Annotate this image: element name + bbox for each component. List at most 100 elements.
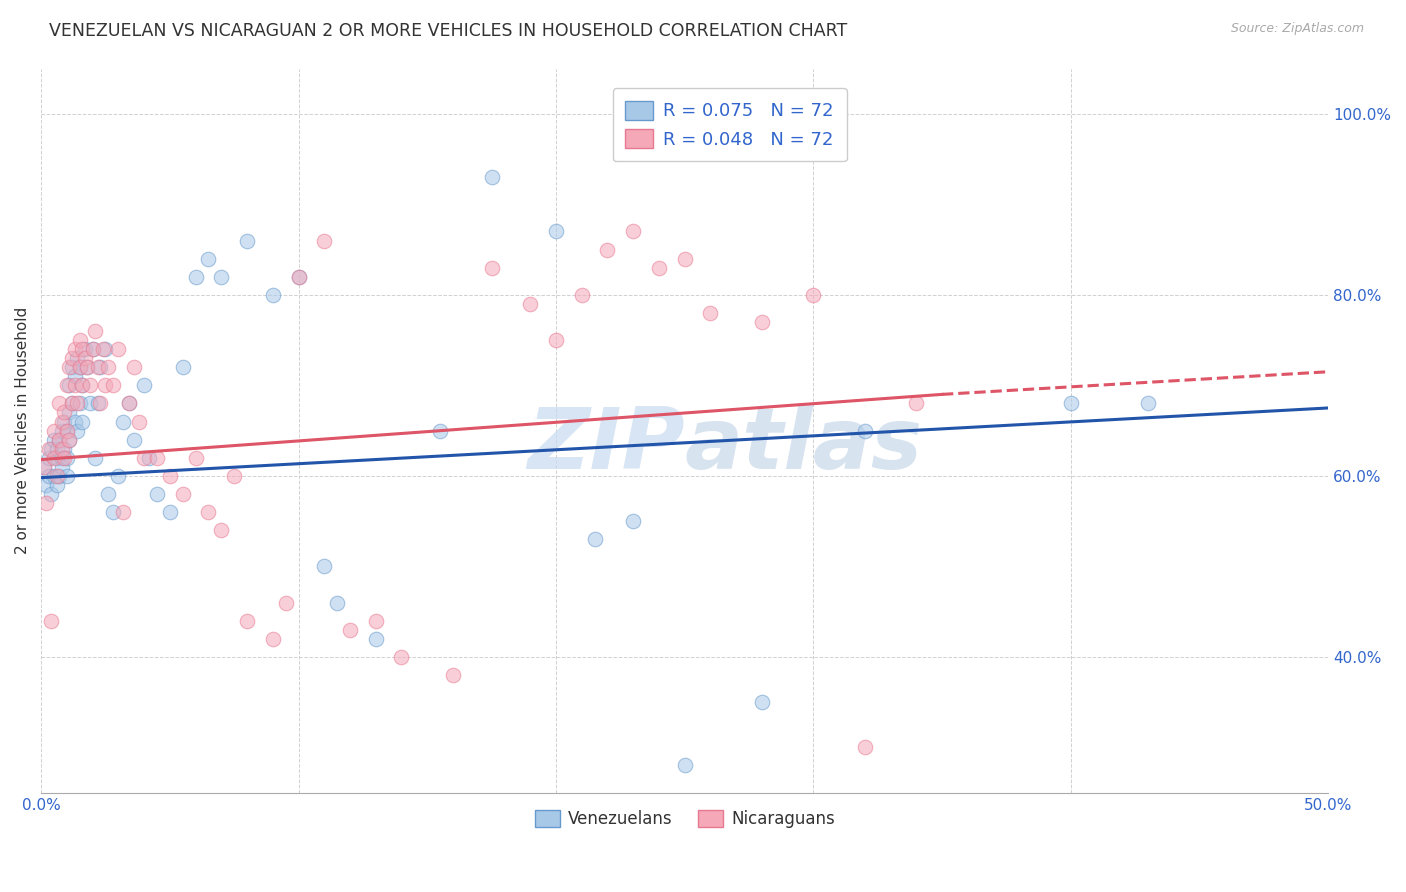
Point (673, 252, 696, 266)
Legend: Venezuelans, Nicaraguans: Venezuelans, Nicaraguans (527, 804, 841, 835)
Point (69, 360, 91, 375)
Point (72, 378, 94, 392)
Point (209, 523, 232, 537)
Point (42, 433, 65, 447)
Point (60, 396, 83, 410)
Point (84, 450, 107, 465)
Point (42, 424, 65, 438)
Point (72, 415, 94, 429)
Point (53, 405, 76, 419)
Point (45, 468, 67, 483)
Point (94, 342, 117, 356)
Point (53, 442, 76, 456)
Point (112, 415, 135, 429)
Point (801, 288, 824, 302)
Point (58, 360, 80, 375)
Point (132, 450, 155, 465)
Point (481, 170, 503, 185)
Point (56, 450, 79, 465)
Point (41, 487, 63, 501)
Point (107, 342, 129, 356)
Point (429, 424, 451, 438)
Point (58, 405, 80, 419)
Point (184, 269, 207, 284)
Point (60, 396, 83, 410)
Point (138, 450, 160, 465)
Point (76, 360, 98, 375)
Point (107, 468, 129, 483)
Point (364, 632, 387, 646)
Point (112, 505, 135, 519)
Point (82, 342, 104, 356)
Point (364, 614, 387, 628)
Point (262, 288, 284, 302)
Point (66, 396, 89, 410)
Point (314, 234, 336, 248)
Point (69, 396, 91, 410)
Point (314, 559, 336, 574)
Point (87, 360, 110, 375)
Point (339, 623, 361, 637)
Point (621, 514, 644, 528)
Point (481, 260, 503, 275)
Point (89, 396, 111, 410)
Point (621, 224, 644, 238)
Point (51, 415, 73, 429)
Point (274, 596, 297, 610)
Point (236, 234, 259, 248)
Point (48, 433, 70, 447)
Point (583, 532, 606, 546)
Point (60, 351, 83, 366)
Text: ZIP: ZIP (527, 403, 685, 486)
Point (56, 378, 79, 392)
Point (56, 424, 79, 438)
Point (38, 468, 60, 483)
Point (60, 360, 83, 375)
Point (84, 324, 107, 338)
Point (184, 450, 207, 465)
Point (45, 442, 67, 456)
Point (63, 378, 86, 392)
Point (544, 224, 567, 238)
Point (76, 360, 98, 375)
Point (42, 450, 65, 465)
Point (596, 243, 619, 257)
Point (236, 614, 259, 628)
Point (63, 342, 86, 356)
Point (287, 269, 309, 284)
Point (56, 468, 79, 483)
Point (751, 695, 773, 709)
Point (35, 496, 58, 510)
Point (1136, 396, 1159, 410)
Point (51, 450, 73, 465)
Point (673, 758, 696, 772)
Point (58, 378, 80, 392)
Point (79, 378, 101, 392)
Point (103, 505, 125, 519)
Point (905, 396, 928, 410)
Point (197, 505, 219, 519)
Point (1060, 396, 1083, 410)
Point (87, 396, 110, 410)
Point (66, 351, 89, 366)
Point (648, 260, 671, 275)
Point (48, 468, 70, 483)
Point (51, 424, 73, 438)
Point (51, 442, 73, 456)
Point (53, 450, 76, 465)
Point (53, 415, 76, 429)
Point (38, 442, 60, 456)
Point (172, 360, 194, 375)
Point (72, 342, 94, 356)
Point (262, 632, 284, 646)
Point (117, 396, 139, 410)
Point (287, 269, 309, 284)
Point (97, 360, 120, 375)
Point (117, 396, 139, 410)
Point (73, 342, 96, 356)
Point (69, 333, 91, 347)
Point (103, 378, 125, 392)
Point (132, 378, 155, 392)
Text: Source: ZipAtlas.com: Source: ZipAtlas.com (1230, 22, 1364, 36)
Point (699, 306, 721, 320)
